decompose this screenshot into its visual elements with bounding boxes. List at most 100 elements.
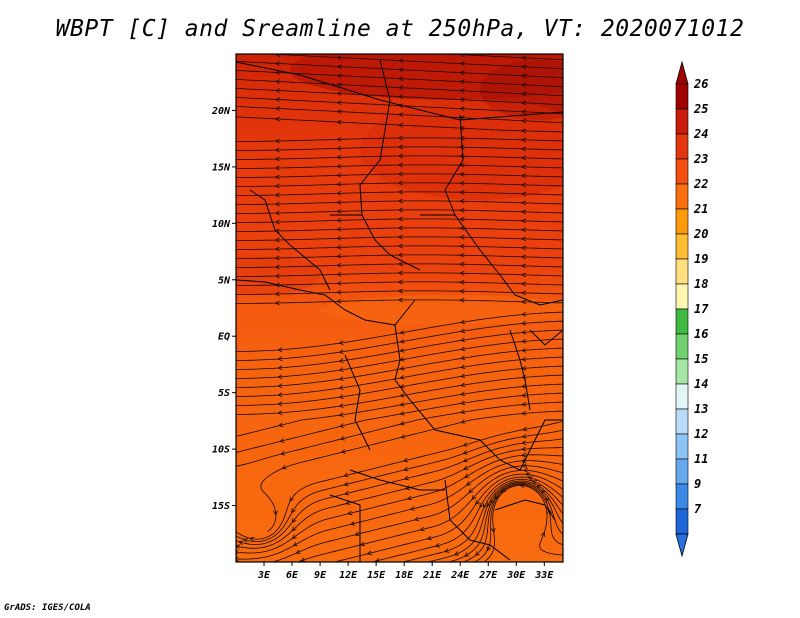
streamline-arrow [402, 457, 409, 463]
y-tick-label: 20N [211, 106, 231, 117]
streamline-arrow [274, 156, 280, 162]
streamline [236, 281, 563, 286]
streamline-arrow [490, 527, 496, 533]
country-border [420, 214, 501, 276]
streamline [332, 473, 563, 562]
streamline-arrow [459, 198, 465, 204]
streamline-arrow [462, 442, 468, 447]
map-frame [235, 53, 564, 563]
colorbar-label: 23 [693, 152, 708, 166]
country-border [359, 59, 391, 216]
streamline [271, 465, 563, 562]
y-tick-label: 5S [218, 388, 230, 399]
streamline-arrow [399, 411, 405, 416]
streamline [236, 146, 563, 151]
streamline-arrow [274, 273, 280, 279]
streamline-arrow [475, 499, 480, 506]
streamline [296, 469, 563, 562]
streamline-arrow [242, 538, 249, 543]
streamline-arrow [397, 135, 403, 141]
streamline-arrow [459, 373, 466, 379]
streamline-arrow [459, 61, 465, 67]
streamline [260, 410, 563, 532]
streamline-arrow [274, 291, 280, 297]
streamline [236, 182, 563, 187]
streamline-arrow [277, 365, 283, 371]
streamline-arrow [279, 438, 285, 443]
streamline-arrow [444, 548, 450, 553]
streamline-arrow [274, 246, 280, 252]
streamline-arrow [274, 147, 280, 153]
streamline-arrow [274, 106, 281, 111]
streamline [236, 96, 563, 115]
streamline-arrow [521, 64, 527, 70]
streamline [236, 272, 563, 277]
streamline-arrow [521, 440, 527, 446]
streamline-arrow [277, 356, 283, 362]
streamline-arrow [397, 171, 403, 177]
streamline-arrow [459, 261, 465, 267]
y-axis: 20N 15N 10N 5N EQ 5S 10S 15S [211, 106, 236, 512]
country-border [509, 329, 531, 411]
streamline-arrow [359, 541, 365, 547]
streamline-arrow [520, 356, 527, 362]
streamline-arrow [459, 97, 465, 103]
streamline-arrow [397, 261, 403, 267]
streamline-arrow [277, 422, 284, 428]
streamline-arrow [336, 271, 342, 277]
x-tick-label: 24E [450, 570, 470, 581]
colorbar-label: 9 [694, 477, 701, 491]
streamline [236, 191, 563, 196]
streamline-arrow [336, 280, 342, 286]
streamline-arrow [397, 103, 404, 109]
credit-text: GrADS: IGES/COLA [4, 603, 91, 613]
colorbar-swatch [675, 483, 689, 510]
colorbar-swatch [675, 108, 689, 135]
streamline-arrow [338, 340, 344, 345]
streamline-arrow [459, 88, 465, 94]
streamline-arrow [338, 385, 344, 390]
y-tick-label: 15N [212, 162, 231, 173]
colorbar-swatch [675, 258, 689, 285]
streamline-arrow [471, 494, 477, 501]
country-border [330, 214, 421, 271]
country-border [349, 469, 445, 491]
streamline-arrow [520, 236, 527, 242]
streamline-arrow [459, 234, 465, 240]
streamline-arrow [520, 347, 527, 353]
streamline-arrow [459, 252, 465, 258]
x-tick-label: 33E [534, 570, 554, 581]
country-border [519, 419, 563, 471]
streamline-arrow [521, 100, 527, 106]
streamline-arrow [338, 394, 344, 399]
streamline-arrow [426, 535, 432, 541]
streamline-arrow [520, 299, 527, 305]
streamline-arrow [522, 468, 529, 473]
streamline-arrow [459, 400, 466, 406]
streamline-arrow [397, 153, 403, 159]
colorbar-label: 21 [693, 202, 708, 216]
colorbar-label: 17 [694, 302, 709, 316]
colorbar-label: 14 [694, 377, 708, 391]
streamline [474, 484, 563, 562]
streamline-arrow [520, 155, 527, 161]
streamline-arrow [336, 244, 342, 250]
streamline [236, 60, 563, 79]
streamline-arrow [338, 376, 344, 381]
map-title: WBPT [C] and Sreamline at 250hPa, VT: 20… [55, 16, 745, 42]
streamline-arrow [291, 508, 296, 514]
colorbar-label: 11 [694, 452, 708, 466]
streamline-arrow [399, 339, 405, 344]
x-tick-label: 27E [478, 570, 498, 581]
streamline [236, 173, 563, 178]
streamline-arrow [336, 181, 342, 187]
streamline-arrow [336, 298, 342, 304]
streamline-arrow [274, 79, 281, 84]
streamline [236, 460, 563, 560]
streamline-arrow [274, 264, 280, 270]
streamline-arrow [413, 516, 420, 522]
streamline-arrow [336, 91, 342, 97]
streamline-arrow [338, 349, 344, 354]
streamline-arrow [291, 534, 297, 540]
x-axis: 3E 6E 9E 12E 15E 18E 21E 24E 27E 30E 33E [257, 562, 554, 581]
